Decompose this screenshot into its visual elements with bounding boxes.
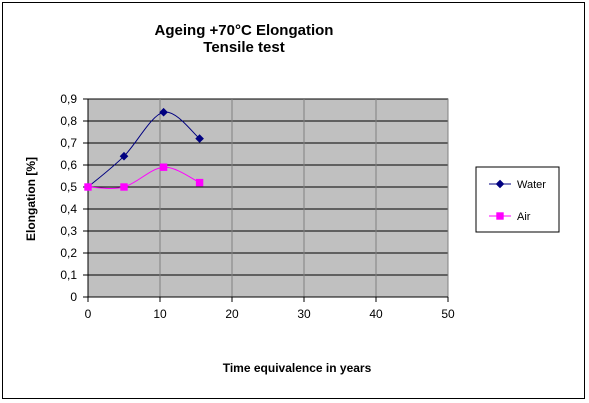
data-point-air: [120, 183, 128, 191]
series-air: [84, 163, 204, 191]
data-point-air: [159, 163, 168, 171]
data-point-air: [84, 183, 92, 191]
y-tick-label: 0,6: [60, 158, 77, 172]
y-tick-label: 0,1: [60, 268, 77, 282]
series-line-water: [87, 111, 200, 188]
x-tick-label: 30: [297, 307, 311, 321]
x-axis-ticks: 0 10 20 30 40 50: [85, 297, 455, 321]
data-point-water: [159, 107, 168, 117]
y-tick-label: 0,4: [60, 202, 77, 216]
gridlines: [88, 98, 449, 297]
legend-marker-air: [496, 212, 504, 220]
data-point-water: [119, 151, 129, 161]
data-point-water: [195, 134, 204, 143]
series-line-air: [87, 166, 200, 189]
legend-item-air: Air: [489, 211, 531, 223]
chart-title: Ageing +70°C Elongation: [155, 22, 334, 39]
y-axis-title: Elongation [%]: [24, 157, 38, 241]
chart-subtitle: Tensile test: [203, 39, 284, 56]
series-layer: [83, 107, 204, 192]
legend-item-water: Water: [489, 179, 546, 191]
y-tick-label: 0,7: [60, 136, 77, 150]
x-tick-label: 0: [85, 307, 92, 321]
legend: Water Air: [475, 166, 560, 233]
y-axis-ticks: 0 0,1 0,2 0,3 0,4 0,5 0,6 0,7 0,8 0,9: [60, 92, 88, 304]
x-tick-label: 20: [225, 307, 239, 321]
y-tick-label: 0,5: [60, 180, 77, 194]
legend-label-water: Water: [517, 179, 546, 191]
axes: [87, 99, 448, 298]
x-tick-label: 40: [369, 307, 383, 321]
x-axis-title: Time equivalence in years: [223, 361, 372, 375]
legend-box: [475, 166, 560, 233]
data-point-air: [195, 178, 204, 187]
y-tick-label: 0: [70, 290, 77, 304]
plot-area: [87, 98, 449, 298]
y-tick-label: 0,8: [60, 114, 77, 128]
y-tick-label: 0,2: [60, 246, 77, 260]
legend-marker-water: [495, 179, 505, 189]
y-tick-label: 0,3: [60, 224, 77, 238]
legend-label-air: Air: [517, 211, 531, 223]
y-tick-label: 0,9: [60, 92, 77, 106]
x-tick-label: 50: [441, 307, 455, 321]
x-tick-label: 10: [153, 307, 167, 321]
